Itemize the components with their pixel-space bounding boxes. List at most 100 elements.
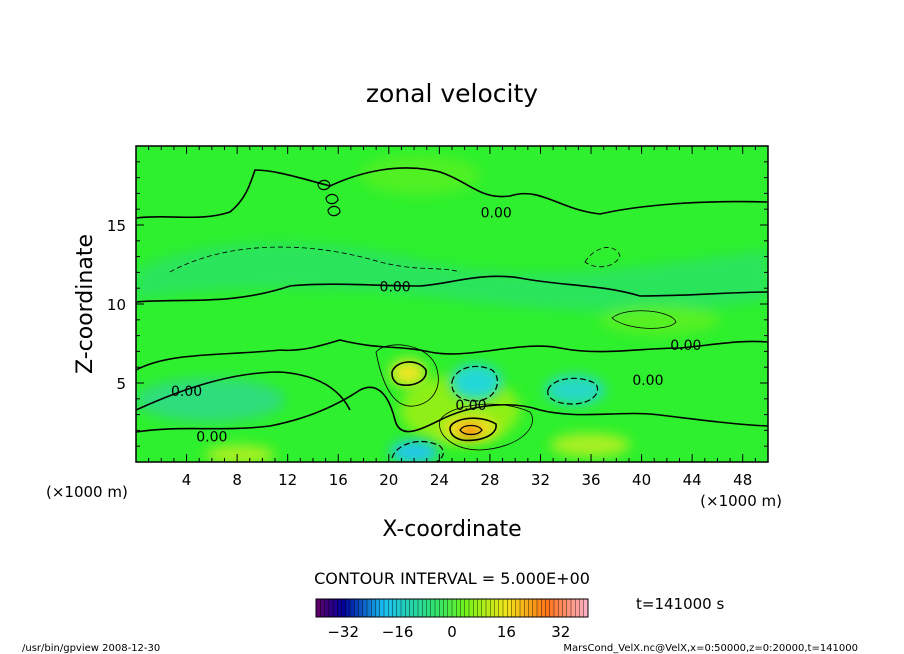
colorbar-segment <box>401 599 406 617</box>
positive-contour-1 <box>391 361 427 386</box>
colorbar-segment <box>316 599 321 617</box>
field-warm-lowright <box>550 433 630 457</box>
colorbar-segment <box>520 599 525 617</box>
colorbar-segment <box>443 599 449 617</box>
colorbar-segment <box>328 599 334 617</box>
zero-contour-mid <box>136 275 768 303</box>
chart-title: zonal velocity <box>366 79 538 108</box>
y-axis: 5 10 15 <box>107 161 768 447</box>
colorbar-segment <box>477 599 483 617</box>
negative-contour-5 <box>584 247 621 268</box>
y-tick-label: 15 <box>107 217 126 235</box>
colorbar-segment <box>456 599 461 617</box>
colorbar-segment <box>498 599 504 617</box>
colorbar-segment <box>447 599 453 617</box>
colorbar-segment <box>469 599 474 617</box>
x-axis: 4 8 12 16 20 24 28 32 36 40 44 48 <box>148 146 756 489</box>
colorbar: −32 −16 0 16 32 <box>315 598 589 641</box>
colorbar-tick-label: 32 <box>551 623 570 641</box>
positive-contour-6 <box>611 310 677 329</box>
contour-label: 0.00 <box>670 338 701 354</box>
colorbar-segment <box>392 599 398 617</box>
field-warm-right <box>600 305 720 335</box>
zero-contour-upper <box>136 167 768 219</box>
x-tick-label: 32 <box>531 471 550 489</box>
colorbar-segment <box>324 599 330 617</box>
colorbar-segment <box>549 599 555 617</box>
negative-contour-2 <box>547 377 599 405</box>
colorbar-segment <box>384 599 389 617</box>
colorbar-segment <box>494 599 500 617</box>
positive-core-1 <box>390 359 426 387</box>
colorbar-segment <box>426 599 432 617</box>
colorbar-segment <box>481 599 487 617</box>
colorbar-segment <box>490 599 495 617</box>
colorbar-segment <box>396 599 402 617</box>
colorbar-segment <box>528 599 534 617</box>
x-tick-label: 20 <box>379 471 398 489</box>
colorbar-tick-label: −32 <box>327 623 359 641</box>
colorbar-segment <box>379 599 385 617</box>
colorbar-segment <box>320 599 325 617</box>
x-tick-label: 24 <box>430 471 449 489</box>
colorbar-segment <box>541 599 546 617</box>
colorbar-segment <box>345 599 351 617</box>
colorbar-segment <box>571 599 576 617</box>
colorbar-segment <box>375 599 381 617</box>
x-tick-label: 16 <box>329 471 348 489</box>
colorbar-segment <box>422 599 427 617</box>
contour-lines <box>136 167 768 462</box>
x-tick-label: 36 <box>581 471 600 489</box>
x-unit-left: (×1000 m) <box>46 483 128 501</box>
zero-contour-lower <box>136 339 768 371</box>
colorbar-segment <box>562 599 568 617</box>
colorbar-segment <box>507 599 512 617</box>
colorbar-segment <box>524 599 529 617</box>
colorbar-segment <box>545 599 551 617</box>
colorbar-segment <box>503 599 508 617</box>
colorbar-segment <box>337 599 342 617</box>
positive-contour-5 <box>439 403 533 451</box>
colorbar-segment <box>371 599 376 617</box>
y-tick-label: 5 <box>116 375 126 393</box>
field-shading <box>136 155 768 462</box>
footer-right: MarsCond_VelX.nc@VelX,x=0:50000,z=0:2000… <box>563 643 858 654</box>
colorbar-segment <box>452 599 457 617</box>
colorbar-tick-label: −16 <box>382 623 414 641</box>
y-tick-label: 10 <box>107 296 126 314</box>
plot-area: 0.00 0.00 0.00 0.00 0.00 0.00 0.00 <box>136 146 768 462</box>
x-tick-label: 40 <box>632 471 651 489</box>
x-tick-label: 48 <box>733 471 752 489</box>
colorbar-frame <box>315 598 589 618</box>
colorbar-tick-label: 0 <box>447 623 457 641</box>
small-contour-1 <box>317 179 331 191</box>
negative-core-3 <box>390 440 438 462</box>
colorbar-segment <box>409 599 415 617</box>
colorbar-segment <box>341 599 347 617</box>
contour-labels: 0.00 0.00 0.00 0.00 0.00 0.00 0.00 <box>171 205 701 445</box>
field-warm-lowleft <box>205 445 275 462</box>
colorbar-segment <box>575 599 580 617</box>
contour-label: 0.00 <box>171 384 202 400</box>
colorbar-segment <box>367 599 372 617</box>
positive-contour-4 <box>375 344 439 407</box>
small-contour-2 <box>325 193 339 205</box>
colorbar-segment <box>350 599 355 617</box>
zero-contour-bottom <box>136 386 768 433</box>
colorbar-segment <box>532 599 538 617</box>
colorbar-segment <box>537 599 542 617</box>
colorbar-segment <box>333 599 338 617</box>
colorbar-segment <box>473 599 478 617</box>
colorbar-segment <box>430 599 436 617</box>
colorbar-segment <box>579 599 585 617</box>
footer-left: /usr/bin/gpview 2008-12-30 <box>22 643 160 654</box>
y-axis-label: Z-coordinate <box>73 234 98 374</box>
contour-label: 0.00 <box>196 430 227 446</box>
contour-label: 0.00 <box>455 398 486 414</box>
negative-core-2 <box>545 375 605 405</box>
x-axis-label: X-coordinate <box>382 517 521 542</box>
colorbar-segment <box>435 599 440 617</box>
colorbar-segment <box>405 599 410 617</box>
contour-label: 0.00 <box>380 280 411 296</box>
